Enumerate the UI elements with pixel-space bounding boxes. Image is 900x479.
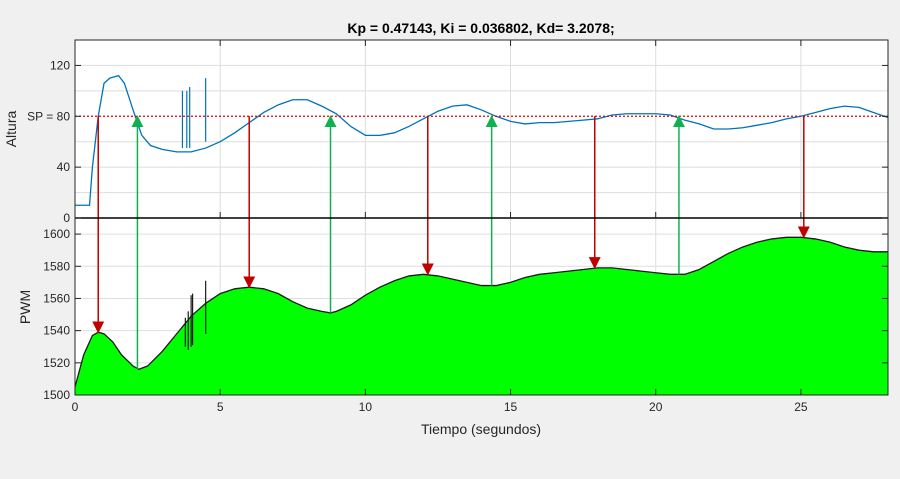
x-tick-label: 20 xyxy=(649,400,663,414)
bottom-y-tick-label: 1560 xyxy=(43,291,70,305)
top-y-axis-label: Altura xyxy=(3,111,19,148)
x-tick-label: 25 xyxy=(794,400,808,414)
top-y-tick-label: 120 xyxy=(50,58,70,72)
bottom-y-tick-label: 1500 xyxy=(43,388,70,402)
arrow-layer xyxy=(92,115,810,370)
bottom-y-axis-label: PWM xyxy=(17,290,33,324)
top-y-tick-label: 40 xyxy=(57,160,71,174)
x-tick-label: 10 xyxy=(359,400,373,414)
x-tick-label: 0 xyxy=(72,400,79,414)
altura-line xyxy=(75,74,888,206)
bottom-y-tick-label: 1580 xyxy=(43,259,70,273)
chart-title: Kp = 0.47143, Ki = 0.036802, Kd= 3.2078; xyxy=(347,20,614,36)
pwm-outline-line xyxy=(75,236,888,388)
bottom-y-tick-label: 1540 xyxy=(43,324,70,338)
x-tick-label: 5 xyxy=(217,400,224,414)
top-y-tick-label: 0 xyxy=(63,211,70,225)
bottom-y-tick-label: 1600 xyxy=(43,227,70,241)
top-y-tick-label: SP = 80 xyxy=(27,109,70,123)
top-axes-background xyxy=(75,40,888,218)
pwm-area-series xyxy=(75,237,888,395)
x-tick-label: 15 xyxy=(504,400,518,414)
data-layer xyxy=(75,74,888,395)
bottom-y-tick-label: 1520 xyxy=(43,356,70,370)
x-axis-label: Tiempo (segundos) xyxy=(421,421,541,437)
